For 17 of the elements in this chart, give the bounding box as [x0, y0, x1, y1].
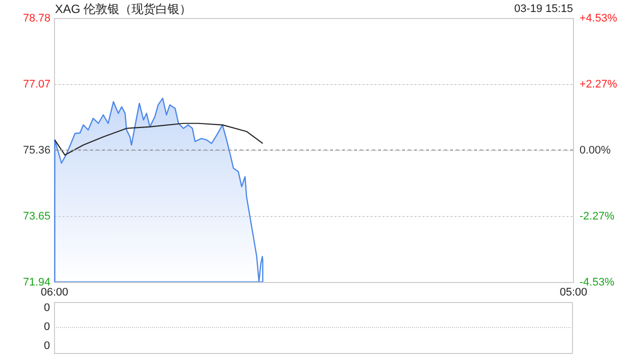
- y-tick-label: 77.07: [22, 78, 50, 90]
- text: 0: [44, 321, 50, 333]
- text: 0: [44, 302, 50, 314]
- y2-tick-label: +4.53%: [580, 12, 618, 24]
- y-tick-label: 73.65: [22, 210, 50, 222]
- y-tick-label: 75.36: [22, 144, 50, 156]
- x-tick-label: 06:00: [40, 286, 68, 298]
- text: 0: [44, 340, 50, 352]
- y2-tick-label: -4.53%: [580, 276, 615, 288]
- text: 03-19 15:15: [514, 3, 573, 15]
- x-tick-label: 05:00: [560, 286, 588, 298]
- y-tick-label: 71.94: [22, 276, 50, 288]
- y2-tick-label: 0.00%: [580, 144, 611, 156]
- y-tick-label: 78.78: [22, 12, 50, 24]
- chart-title: XAG 伦敦银（现货白银）: [55, 1, 192, 18]
- y2-tick-label: -2.27%: [580, 210, 615, 223]
- y2-tick-label: +2.27%: [580, 78, 618, 90]
